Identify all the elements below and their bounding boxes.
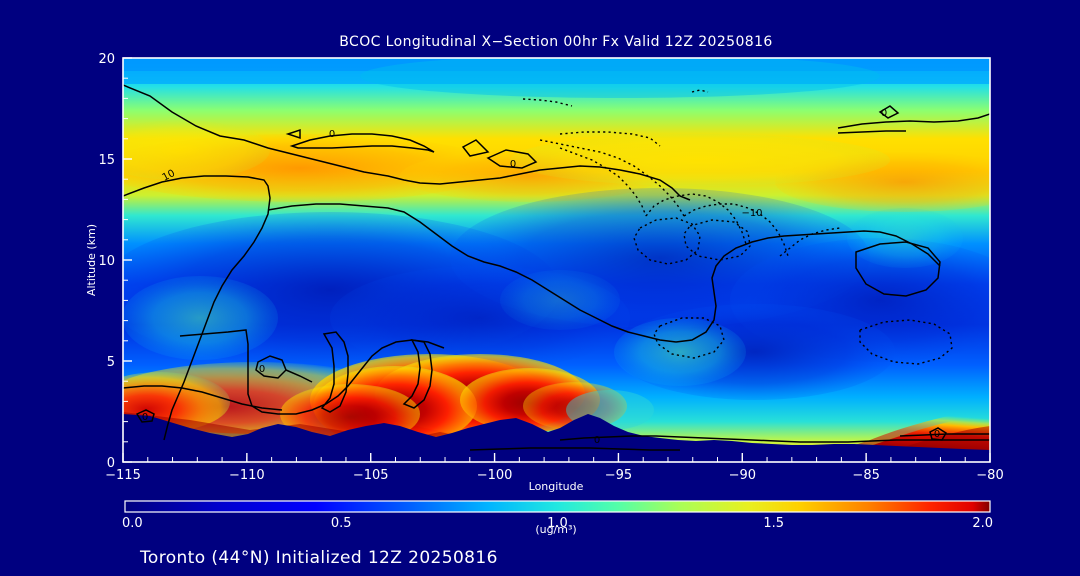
contour-label-0-b: 0 [510, 159, 516, 170]
y-tick-label: 20 [98, 52, 115, 67]
contour-0c-loop [289, 133, 435, 153]
contour-0c-right-loop [878, 105, 900, 119]
colorbar-gradient [125, 501, 990, 512]
contour-0c-right [837, 113, 990, 129]
contour-0c-triangle [461, 139, 490, 157]
y-tick-label: 15 [98, 153, 115, 168]
chart-title: BCOC Longitudinal X−Section 00hr Fx Vali… [339, 34, 772, 50]
contour-neg-b [539, 139, 685, 217]
contour-label-0-a: 0 [329, 129, 335, 140]
colorbar[interactable]: 0.0 0.5 1.0 1.5 2.0 [122, 500, 993, 531]
x-axis-label: Longitude [529, 480, 584, 493]
contour-label-0-g: 0 [934, 429, 940, 440]
x-tick-label: −90 [729, 468, 756, 483]
y-tick-label: 0 [107, 456, 115, 471]
colorbar-tick-label: 0.0 [122, 516, 143, 531]
colorbar-tick-label: 1.0 [547, 516, 568, 531]
y-axis-ticks: 0 5 10 15 20 [98, 52, 132, 471]
contour-10c [123, 175, 271, 441]
y-tick-label: 10 [98, 254, 115, 269]
contour-surface-east-b [469, 447, 680, 451]
x-axis-ticks: −115 −110 −105 −100 −95 −90 −85 −80 [105, 453, 1004, 483]
contour-surface-east-c [899, 433, 990, 437]
contour-label-0-f: 0 [594, 435, 600, 446]
contour-neg-lowmid [653, 317, 725, 359]
x-tick-label: −100 [477, 468, 513, 483]
colorbar-tick-label: 1.5 [763, 516, 784, 531]
chart-caption: Toronto (44°N) Initialized 12Z 20250816 [139, 548, 498, 568]
contour-0c-east-loop [929, 427, 948, 441]
colorbar-tick-label: 2.0 [972, 516, 993, 531]
contour-0c-right-b [837, 130, 906, 134]
x-tick-label: −115 [105, 468, 141, 483]
colorbar-tick-label: 0.5 [331, 516, 352, 531]
contour-lower-left [179, 329, 445, 415]
contour-narrow-loop-2 [402, 339, 433, 409]
contour-label-0-c: 0 [881, 108, 887, 119]
contour-label-10: 10 [161, 168, 177, 184]
y-tick-label: 5 [107, 355, 115, 370]
contour-mid-b [675, 230, 941, 343]
contour-0c-small-loop [486, 149, 538, 169]
colorbar-units-label: (ug/m³) [535, 523, 576, 536]
colorbar-frame [124, 500, 991, 513]
contour-right-loop [855, 241, 941, 297]
contour-0c-main [123, 84, 691, 201]
contour-lower-left-b [123, 385, 283, 411]
x-tick-label: −80 [976, 468, 1003, 483]
contour-0c-lowloop [255, 355, 287, 379]
contour-label-0-d: 0 [259, 364, 265, 375]
x-tick-label: −95 [605, 468, 632, 483]
contour-0c-lowloop-tail [285, 369, 313, 383]
contour-neg-a [559, 131, 661, 147]
contour-label-neg10: −10 [741, 208, 762, 219]
contour-mid-a [267, 203, 677, 343]
contour-surface-east [559, 435, 990, 443]
contour-neg-right [779, 227, 841, 257]
colorbar-tick-labels: 0.0 0.5 1.0 1.5 2.0 [122, 516, 993, 531]
contour-arrow-left [285, 128, 301, 140]
contour-labels: 0 10 0 0 −10 0 0 0 0 [142, 108, 940, 446]
x-tick-label: −110 [229, 468, 265, 483]
contour-label-0-e: 0 [142, 412, 148, 423]
contour-0c-west-small [135, 409, 155, 423]
x-tick-label: −85 [852, 468, 879, 483]
contour-narrow-loop [320, 331, 349, 413]
terrain-mask [123, 414, 990, 462]
heatmap-field [123, 58, 990, 462]
y-axis-label: Altitude (km) [85, 224, 98, 296]
contour-neg-c [559, 147, 647, 217]
x-tick-label: −105 [353, 468, 389, 483]
contour-neg-loop [683, 219, 751, 261]
